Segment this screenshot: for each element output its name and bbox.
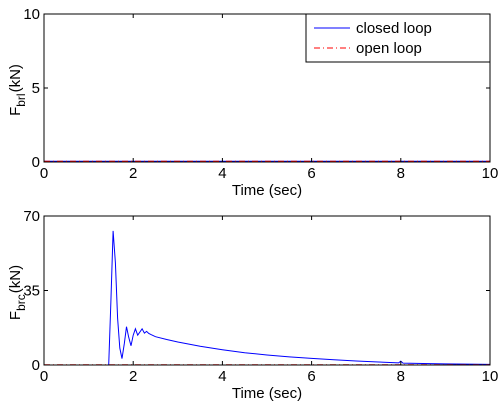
bottom-y-axis-label-main: F [7,311,24,320]
top-subplot: 0 2 4 6 8 10 0 5 10 Time (sec) Fbrl(kN) closed l… [7,6,498,199]
bottom-x-tick-label: 8 [397,368,405,385]
top-x-tick-label: 8 [397,165,405,182]
top-y-tick-label: 5 [32,80,40,97]
top-y-axis-label-unit: (kN) [7,64,24,92]
bottom-y-tick-label: 35 [23,283,40,300]
legend-entry-open-loop: open loop [356,40,422,57]
bottom-y-tick-label: 70 [23,208,40,225]
bottom-y-axis-label-subscript: brc [14,294,28,311]
top-x-tick-label: 6 [307,165,315,182]
bottom-y-axis-label: Fbrc(kN) [7,265,28,320]
top-x-tick-label: 4 [218,165,226,182]
bottom-x-tick-label: 6 [307,368,315,385]
bottom-y-tick-label: 0 [32,357,40,374]
top-x-tick-label: 10 [482,165,499,182]
top-y-tick-label: 0 [32,154,40,171]
bottom-y-axis-label-unit: (kN) [7,265,24,293]
top-y-axis-label: Fbrl(kN) [7,64,28,116]
legend-entry-closed-loop: closed loop [356,20,432,37]
bottom-x-tick-label: 4 [218,368,226,385]
bottom-x-axis-label: Time (sec) [232,385,302,402]
top-y-tick-label: 10 [23,6,40,23]
top-y-axis-label-subscript: brl [14,93,28,106]
bottom-x-tick-label: 0 [40,368,48,385]
top-x-tick-label: 2 [129,165,137,182]
legend-box [305,13,491,63]
top-x-axis-label: Time (sec) [232,182,302,199]
top-y-axis-label-main: F [7,107,24,116]
bottom-subplot: 0 2 4 6 8 10 0 35 70 Time (sec) Fbrc(kN) [7,208,498,402]
bottom-x-tick-label: 2 [129,368,137,385]
top-x-tick-label: 0 [40,165,48,182]
bottom-series-closed-loop [44,230,491,366]
bottom-x-tick-label: 10 [482,368,499,385]
legend: closed loop open loop [305,13,491,63]
